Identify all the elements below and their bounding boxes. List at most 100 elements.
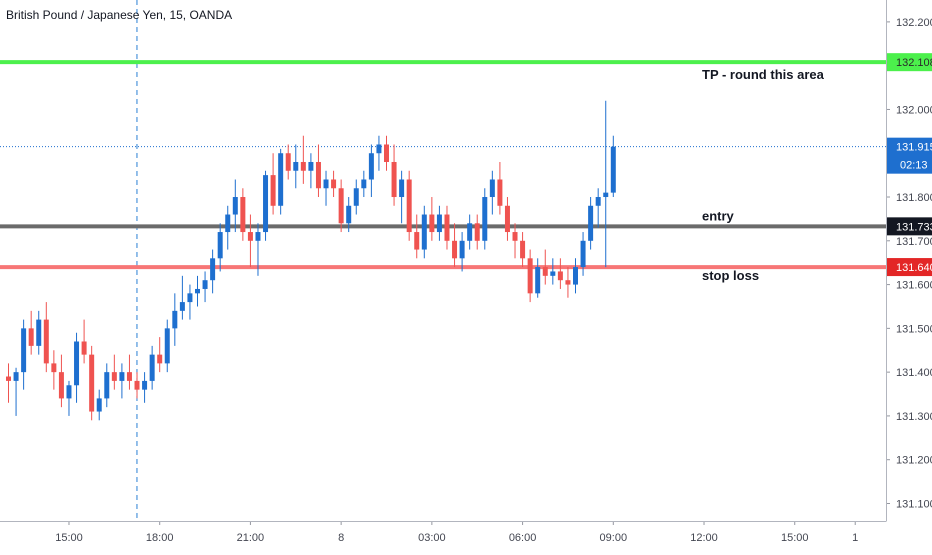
- candle-body: [51, 363, 57, 373]
- candle-body: [474, 223, 480, 241]
- x-tick-label: 06:00: [509, 532, 537, 544]
- level-lines: TP - round this area entry stop loss: [0, 60, 886, 283]
- y-tick-label: 131.200: [896, 455, 932, 467]
- candle-body: [595, 197, 601, 206]
- candle-body: [172, 310, 178, 329]
- candle-body: [512, 232, 518, 241]
- x-tick-label: 1: [852, 532, 858, 544]
- candle-body: [459, 240, 465, 259]
- candle-body: [346, 205, 352, 224]
- candle-body: [535, 267, 541, 294]
- x-tick-label: 18:00: [146, 532, 174, 544]
- candle-body: [565, 280, 571, 285]
- candle-body: [179, 302, 185, 311]
- candle-body: [157, 354, 163, 364]
- candle-body: [142, 380, 148, 390]
- candle-body: [497, 179, 503, 206]
- candle-body: [315, 161, 321, 189]
- candle-body: [467, 223, 473, 241]
- candle-body: [452, 240, 458, 259]
- candle-body: [368, 153, 374, 180]
- candle-body: [323, 179, 329, 189]
- entry-price-label: 131.733: [896, 221, 932, 233]
- chart-title: British Pound / Japanese Yen, 15, OANDA: [6, 8, 233, 22]
- candle-body: [43, 319, 49, 364]
- stop-price-label: 131.640: [896, 262, 932, 274]
- candle-body: [263, 175, 269, 233]
- candle-body: [278, 153, 284, 206]
- candle-body: [96, 398, 102, 412]
- x-tick-label: 09:00: [600, 532, 628, 544]
- candle-body: [149, 354, 155, 381]
- x-tick-label: 15:00: [781, 532, 809, 544]
- candle-body: [436, 214, 442, 233]
- y-tick-label: 131.500: [896, 323, 932, 335]
- tp-price-label: 132.108: [896, 57, 932, 69]
- x-tick-label: 12:00: [690, 532, 718, 544]
- candle-body: [217, 232, 223, 259]
- candle-body: [542, 267, 548, 276]
- candle-body: [376, 144, 382, 154]
- candle-body: [361, 179, 367, 189]
- candle-body: [588, 205, 594, 241]
- candle-body: [308, 161, 314, 171]
- y-tick-label: 131.800: [896, 192, 932, 204]
- last-price-label: 131.915: [896, 142, 932, 154]
- candle-body: [399, 179, 405, 198]
- candle-body: [28, 328, 34, 346]
- x-tick-label: 21:00: [237, 532, 265, 544]
- candles: [6, 100, 616, 421]
- candle-body: [573, 267, 578, 285]
- candle-body: [89, 354, 95, 412]
- x-tick-label: 03:00: [418, 532, 446, 544]
- candle-body: [482, 197, 488, 241]
- tp-annotation: TP - round this area: [702, 67, 825, 82]
- candle-body: [421, 214, 427, 250]
- candle-body: [550, 271, 556, 276]
- candle-body: [429, 214, 435, 233]
- tp-price-tag: [887, 53, 932, 72]
- price-labels: 132.108 131.733 131.640 131.915 02:13: [887, 53, 932, 277]
- x-tick-label: 15:00: [55, 532, 83, 544]
- candle-body: [331, 179, 337, 189]
- candle-body: [104, 372, 110, 399]
- candle-body: [255, 232, 261, 241]
- candle-body: [610, 146, 616, 193]
- candle-body: [126, 372, 132, 381]
- candle-body: [119, 372, 125, 381]
- candle-body: [444, 214, 450, 241]
- candle-body: [66, 385, 72, 399]
- candle-body: [111, 372, 117, 381]
- stop-price-tag: [887, 258, 932, 277]
- candle-body: [13, 372, 19, 381]
- candle-body: [384, 144, 389, 162]
- y-tick-label: 132.200: [896, 17, 932, 29]
- candle-body: [338, 188, 344, 224]
- candle-body: [36, 319, 42, 346]
- candle-body: [504, 205, 510, 233]
- candle-body: [240, 197, 246, 233]
- candle-body: [520, 240, 526, 259]
- candle-body: [391, 161, 397, 198]
- candle-body: [81, 341, 87, 355]
- candle-body: [270, 175, 276, 206]
- candle-body: [414, 232, 420, 250]
- candle-body: [353, 188, 359, 206]
- last-price-tag: [887, 137, 932, 174]
- y-tick-label: 131.700: [896, 236, 932, 248]
- candle-body: [195, 288, 200, 294]
- candle-body: [300, 161, 306, 171]
- candle-body: [21, 328, 27, 373]
- candle-body: [406, 179, 412, 233]
- candle-body: [580, 240, 586, 268]
- candle-body: [489, 179, 495, 198]
- entry-annotation: entry: [702, 208, 735, 223]
- candle-body: [164, 328, 170, 364]
- y-tick-label: 132.000: [896, 104, 932, 116]
- y-tick-label: 131.100: [896, 498, 932, 510]
- y-tick-label: 131.600: [896, 280, 932, 292]
- y-tick-label: 131.400: [896, 367, 932, 379]
- candle-body: [74, 341, 80, 386]
